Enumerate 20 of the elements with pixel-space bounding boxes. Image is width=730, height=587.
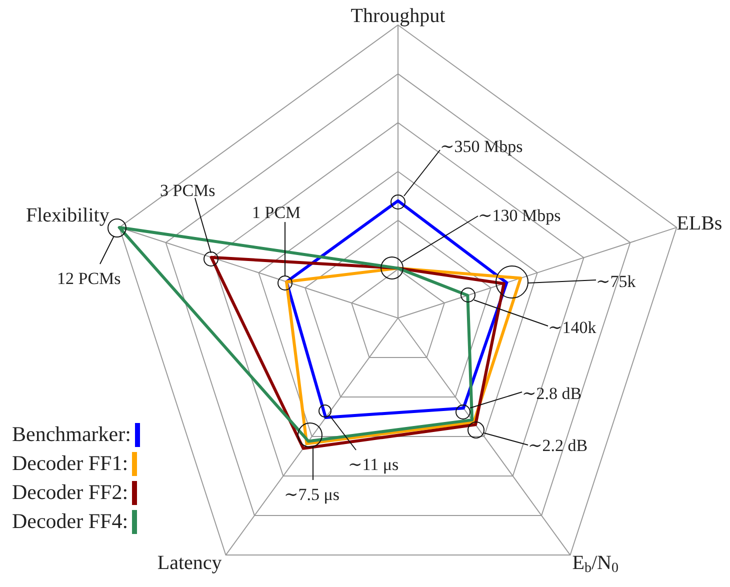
- legend-label: Decoder FF2:: [12, 479, 128, 506]
- text: 1 PCM: [252, 203, 301, 222]
- spoke-label: Latency: [157, 552, 222, 574]
- text: 12 PCMs: [57, 269, 121, 288]
- text: ∼11 μs: [348, 455, 399, 474]
- text: ∼75k: [596, 272, 636, 291]
- text: ∼140k: [548, 318, 597, 337]
- spoke-label: Flexibility: [26, 204, 110, 226]
- spoke-label: Throughput: [350, 5, 446, 27]
- legend-label: Decoder FF4:: [12, 508, 128, 535]
- text: ∼350 Mbps: [440, 137, 523, 156]
- legend-label: Decoder FF1:: [12, 450, 128, 477]
- text: 3 PCMs: [160, 181, 216, 200]
- legend-label: Benchmarker:: [12, 421, 131, 448]
- text: ∼130 Mbps: [478, 206, 561, 225]
- text: ∼2.8 dB: [522, 384, 582, 403]
- text: ∼7.5 μs: [284, 485, 340, 504]
- spoke-label: ELBs: [676, 212, 722, 234]
- text: ∼2.2 dB: [528, 436, 588, 455]
- spoke-label: E$_{b}$/N$_{0}$: [572, 552, 618, 576]
